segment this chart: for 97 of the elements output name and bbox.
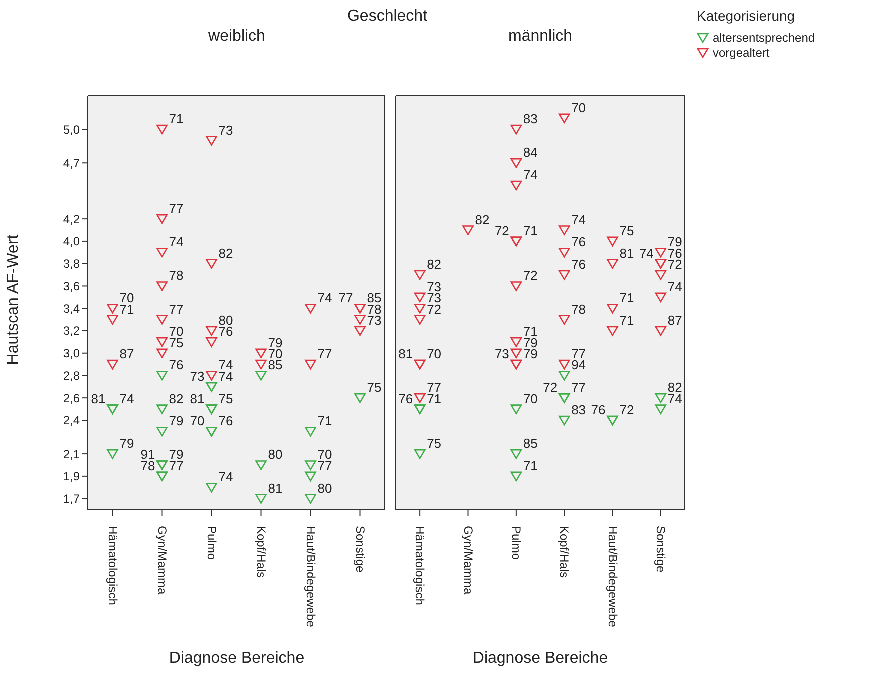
annotation: 73	[494, 346, 510, 362]
annotation: 76	[572, 257, 586, 272]
annotation: 84	[523, 145, 538, 160]
annotation: 77	[572, 380, 586, 396]
y-tick-label: 3,8	[63, 257, 80, 272]
annotation: 70	[427, 346, 442, 362]
annotation: 72	[523, 268, 538, 284]
chart-title: männlich	[507, 28, 574, 46]
annotation: 70	[572, 100, 586, 116]
annotation: 81	[268, 480, 283, 496]
x-tick-label: Pulmo	[204, 526, 219, 560]
annotation: 74	[120, 391, 134, 406]
x-tick-label: Pulmo	[509, 526, 524, 560]
annotation: 75	[620, 223, 634, 238]
annotation: 82	[169, 391, 184, 406]
annotation: 87	[668, 312, 682, 328]
annotation: 77	[169, 302, 184, 317]
annotation: 74	[218, 470, 234, 485]
annotation: 73	[190, 368, 205, 384]
annotation: 74	[169, 234, 184, 250]
y-tick-label: 4,7	[63, 156, 80, 170]
y-tick-label: 3,2	[63, 324, 80, 338]
x-tick-label: Kopf/Hals	[254, 526, 268, 578]
y-tick-label: 1,9	[63, 470, 80, 484]
annotation: 71	[620, 312, 634, 328]
annotation: 71	[169, 112, 184, 127]
annotation: 71	[523, 458, 538, 474]
annotation: 82	[475, 212, 490, 228]
y-tick-label: 4,2	[63, 212, 80, 226]
x-tick-label: Haut/Bindegewebe	[606, 526, 620, 628]
y-tick-label: 5,0	[63, 122, 80, 137]
x-tick-label: Gyn/Mamma	[461, 526, 476, 596]
annotation: 81	[91, 391, 106, 406]
annotation: 74	[572, 212, 586, 228]
y-axis-title: Hautscan AF-Wert	[5, 234, 23, 366]
x-axis-title: Diagnose Bereiche	[472, 650, 610, 668]
y-tick-label: 2,1	[63, 447, 80, 462]
annotation: 77	[318, 346, 332, 362]
x-tick-label: Kopf/Hals	[558, 526, 572, 578]
chart-title: weiblich	[208, 28, 266, 46]
x-tick-label: Gyn/Mamma	[155, 526, 170, 596]
annotation: 71	[620, 290, 634, 306]
annotation: 76	[572, 234, 586, 250]
annotation: 76	[218, 414, 234, 429]
annotation: 70	[523, 391, 538, 406]
legend-label: altersentsprechend	[713, 30, 816, 44]
annotation: 71	[523, 223, 538, 238]
annotation: 78	[572, 302, 586, 317]
x-tick-label: Sonstige	[353, 526, 368, 574]
annotation: 83	[523, 112, 538, 127]
annotation: 77	[169, 201, 184, 216]
annotation: 72	[543, 380, 558, 396]
annotation: 75	[218, 391, 234, 406]
annotation: 81	[620, 246, 634, 261]
y-tick-label: 3,4	[63, 302, 80, 316]
legend-title: Kategorisierung	[697, 8, 796, 24]
y-tick-label: 3,0	[63, 346, 80, 361]
legend-label: vorgealtert	[713, 46, 770, 60]
annotation: 77	[338, 290, 354, 306]
annotation: 81	[190, 391, 205, 406]
text: Geschlecht	[346, 8, 429, 26]
annotation: 82	[218, 246, 234, 261]
annotation: 83	[572, 402, 586, 418]
x-tick-label: Sonstige	[654, 526, 668, 574]
y-tick-label: 2,6	[63, 391, 80, 406]
x-tick-label: Hämatologisch	[413, 526, 428, 606]
annotation: 75	[427, 436, 442, 452]
annotation: 79	[169, 414, 184, 429]
annotation: 71	[318, 414, 332, 429]
y-tick-label: 2,4	[63, 414, 80, 428]
annotation: 87	[120, 346, 134, 362]
annotation: 76	[591, 402, 606, 418]
annotation: 85	[523, 436, 538, 452]
annotation: 73	[218, 122, 234, 138]
annotation: 74	[523, 168, 538, 183]
y-tick-label: 1,7	[63, 492, 80, 506]
y-tick-label: 4,0	[63, 234, 80, 249]
annotation: 78	[169, 268, 184, 284]
annotation: 81	[398, 346, 414, 362]
annotation: 74	[668, 279, 682, 294]
annotation: 75	[367, 380, 382, 396]
annotation: 74	[318, 290, 332, 306]
annotation: 76	[169, 358, 184, 373]
annotation: 72	[494, 223, 510, 238]
y-tick-label: 2,8	[63, 368, 80, 383]
annotation: 82	[427, 257, 442, 272]
y-tick-label: 3,6	[63, 279, 80, 294]
annotation: 70	[190, 414, 205, 429]
x-tick-label: Hämatologisch	[106, 526, 120, 606]
x-tick-label: Haut/Bindegewebe	[304, 526, 318, 628]
annotation: 72	[620, 402, 634, 418]
annotation: 74	[639, 246, 654, 261]
annotation: 80	[268, 447, 283, 462]
annotation: 76	[398, 391, 414, 406]
annotation: 79	[120, 436, 134, 452]
annotation: 80	[318, 480, 332, 496]
x-axis-title: Diagnose Bereiche	[168, 650, 306, 668]
